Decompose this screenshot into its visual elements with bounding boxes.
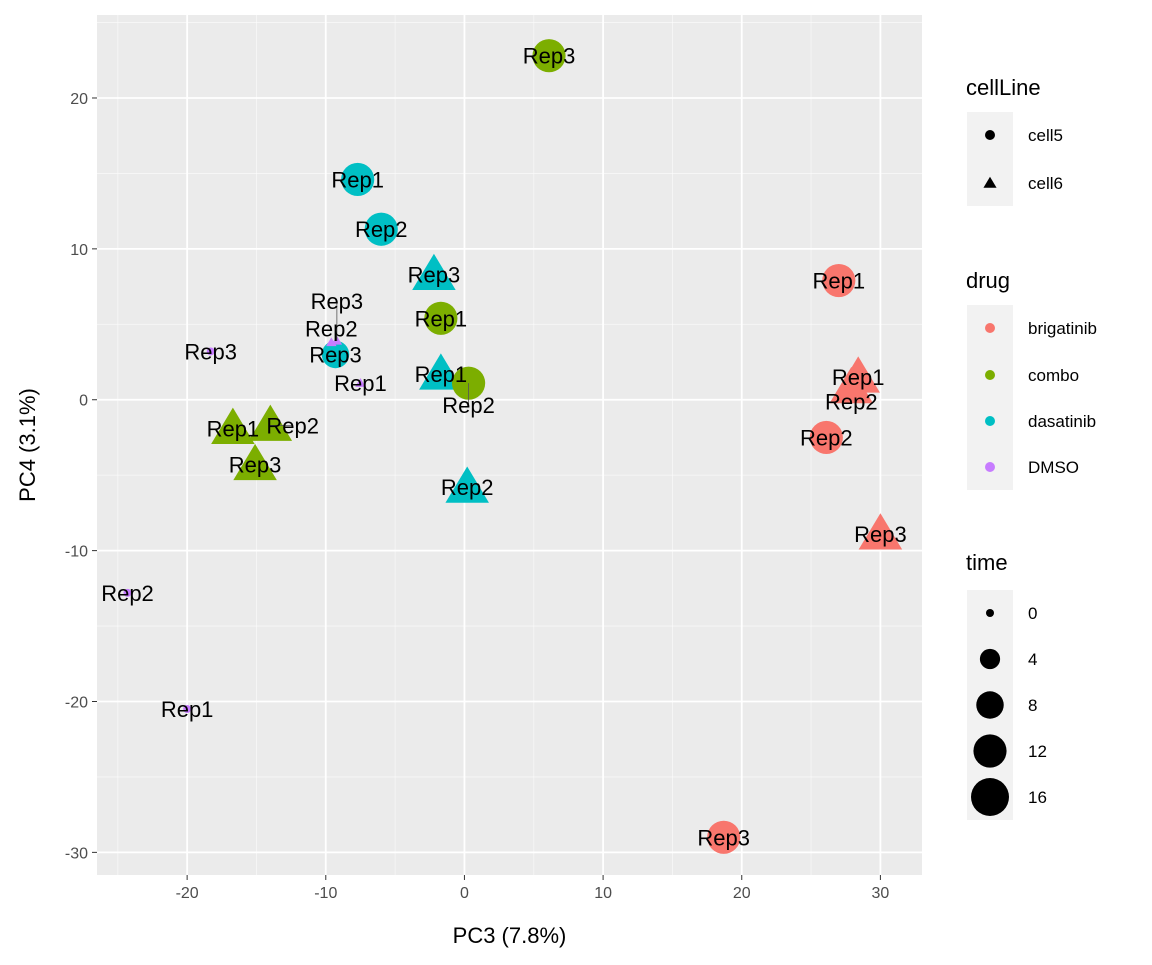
legend-key-8 <box>976 691 1004 719</box>
point-combo-cell6 <box>233 443 277 481</box>
legend-title: cellLine <box>966 75 1041 100</box>
point-label: Rep3 <box>697 825 750 850</box>
point-label: Rep2 <box>442 393 495 418</box>
point-dasatinib-cell6 <box>412 253 456 291</box>
legend-label: 16 <box>1028 788 1047 807</box>
y-tick-label: -30 <box>65 845 88 862</box>
legend-key-combo <box>985 370 995 380</box>
point-label: Rep2 <box>825 390 878 415</box>
point-combo-cell5 <box>532 39 566 73</box>
x-tick-label: 0 <box>460 885 469 902</box>
point-label: Rep3 <box>229 453 282 478</box>
legend-time: time 0 4 8 12 16 <box>966 550 1047 820</box>
legend-label: cell5 <box>1028 126 1063 145</box>
point-label: Rep2 <box>266 413 319 438</box>
legend-key-12 <box>973 734 1007 768</box>
point-label: Rep1 <box>832 365 885 390</box>
legend-label: brigatinib <box>1028 319 1097 338</box>
point-label: Rep2 <box>305 316 358 341</box>
point-DMSO-cell5 <box>183 705 192 714</box>
label-leaders-layer <box>270 300 469 426</box>
point-label: Rep3 <box>311 289 364 314</box>
point-label: Rep1 <box>813 269 866 294</box>
point-combo-cell6 <box>211 407 255 444</box>
point-dasatinib-cell6 <box>419 353 463 390</box>
point-DMSO-cell6 <box>355 378 366 387</box>
legend-key-4 <box>979 648 1001 670</box>
point-DMSO-cell5 <box>123 588 132 597</box>
legend-label: 0 <box>1028 604 1037 623</box>
point-label: Rep3 <box>184 339 237 364</box>
plot-panel <box>97 15 922 875</box>
point-label: Rep2 <box>101 581 154 606</box>
point-label: Rep1 <box>207 416 260 441</box>
legend-key-background <box>967 112 1013 206</box>
point-label: Rep1 <box>161 697 214 722</box>
legend-key-background <box>967 305 1013 490</box>
x-axis-title: PC3 (7.8%) <box>453 923 567 948</box>
point-combo-cell5 <box>424 301 458 335</box>
legend-label: combo <box>1028 366 1079 385</box>
labels-layer: Rep3Rep1Rep2Rep3Rep3Rep1Rep2Rep1Rep2Rep1… <box>101 44 906 851</box>
legend-title: time <box>966 550 1008 575</box>
legend-label: dasatinib <box>1028 412 1096 431</box>
legend-key-16 <box>971 778 1009 816</box>
legend-key-cell5 <box>985 130 995 140</box>
point-brigatinib-cell5 <box>822 263 856 298</box>
point-label: Rep3 <box>309 342 362 367</box>
point-brigatinib-cell5 <box>707 820 741 854</box>
points-layer <box>123 39 903 854</box>
point-dasatinib-cell5 <box>321 340 350 369</box>
point-brigatinib-cell6 <box>858 513 903 550</box>
point-combo-cell6 <box>248 404 293 441</box>
point-label: Rep3 <box>408 263 461 288</box>
legend-label: 12 <box>1028 742 1047 761</box>
legend-cellLine: cellLine cell5 cell6 <box>966 75 1063 206</box>
x-tick-label: 10 <box>594 885 612 902</box>
legend-label: 8 <box>1028 696 1037 715</box>
y-tick-label: 10 <box>70 242 88 259</box>
y-tick-label: 20 <box>70 91 88 108</box>
point-brigatinib-cell6 <box>829 366 874 404</box>
y-tick-label: -20 <box>65 694 88 711</box>
legend-title: drug <box>966 268 1010 293</box>
point-dasatinib-cell5 <box>364 212 398 246</box>
legend-label: cell6 <box>1028 174 1063 193</box>
x-tick-label: -20 <box>176 885 199 902</box>
legend-label: DMSO <box>1028 458 1079 477</box>
point-brigatinib-cell5 <box>809 420 843 455</box>
point-label: Rep2 <box>355 217 408 242</box>
y-axis-title: PC4 (3.1%) <box>15 388 40 502</box>
point-label: Rep1 <box>415 362 468 387</box>
point-dasatinib-cell5 <box>341 162 375 197</box>
point-dasatinib-cell6 <box>445 466 489 503</box>
legend-key-cell6 <box>983 176 997 188</box>
y-tick-label: 0 <box>79 393 88 410</box>
point-label: Rep1 <box>415 306 468 331</box>
point-DMSO-cell5 <box>206 347 215 356</box>
legend-key-DMSO <box>985 462 995 472</box>
point-label: Rep2 <box>800 425 853 450</box>
x-tick-label: -10 <box>314 885 337 902</box>
legend-drug: drug brigatinib combo dasatinib DMSO <box>966 268 1097 490</box>
point-label: Rep2 <box>441 475 494 500</box>
y-tick-label: -10 <box>65 544 88 561</box>
point-label: Rep1 <box>331 167 384 192</box>
point-label: Rep1 <box>334 371 387 396</box>
point-label: Rep3 <box>854 522 907 547</box>
legend-label: 4 <box>1028 650 1037 669</box>
x-tick-label: 20 <box>733 885 751 902</box>
legend-key-0 <box>986 609 994 617</box>
legend-key-brigatinib <box>985 323 995 333</box>
x-tick-label: 30 <box>872 885 890 902</box>
point-label: Rep3 <box>523 44 576 69</box>
legend-key-dasatinib <box>985 416 995 426</box>
